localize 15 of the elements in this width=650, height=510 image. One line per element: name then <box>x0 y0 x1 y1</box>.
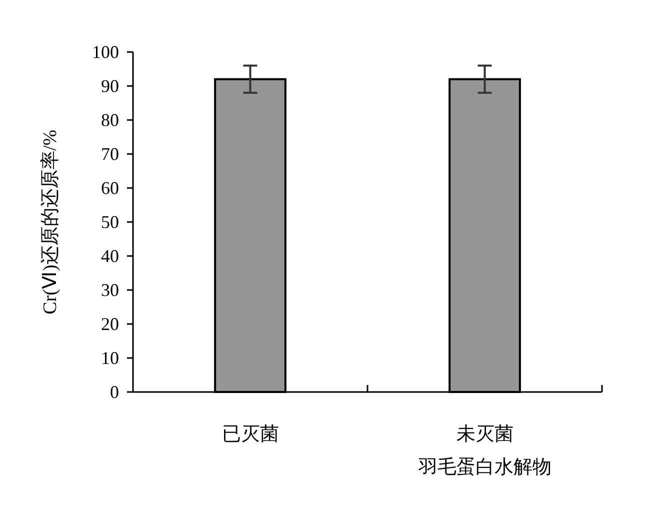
y-tick-label: 90 <box>101 76 119 96</box>
x-tick-label: 已灭菌 <box>222 424 279 445</box>
y-tick-label: 100 <box>92 42 119 62</box>
y-tick-label: 60 <box>101 178 119 198</box>
y-tick-label: 50 <box>101 212 119 232</box>
text: 羽毛蛋白水解物 <box>417 457 552 478</box>
y-tick-label: 30 <box>101 280 119 300</box>
y-tick-label: 40 <box>101 246 119 266</box>
y-tick-label: 80 <box>101 110 119 130</box>
y-tick-label: 70 <box>101 144 119 164</box>
y-axis-title: Cr(Ⅵ)还原的还原率/% <box>39 129 61 314</box>
x-tick-label: 未灭菌 <box>456 424 514 445</box>
y-tick-label: 20 <box>101 314 119 334</box>
y-tick-label: 10 <box>101 348 119 368</box>
y-tick-label: 0 <box>110 382 119 402</box>
